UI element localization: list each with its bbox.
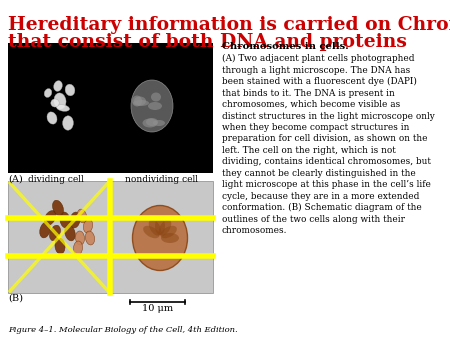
Ellipse shape (60, 212, 70, 228)
Ellipse shape (161, 226, 177, 238)
Ellipse shape (44, 89, 52, 97)
Ellipse shape (51, 99, 59, 107)
Ellipse shape (159, 219, 171, 236)
Ellipse shape (73, 241, 82, 255)
Ellipse shape (53, 200, 63, 216)
Ellipse shape (133, 100, 149, 106)
Text: 10 μm: 10 μm (142, 304, 173, 313)
Ellipse shape (44, 211, 56, 225)
Ellipse shape (155, 217, 165, 235)
Ellipse shape (55, 238, 65, 254)
Ellipse shape (54, 93, 66, 109)
Ellipse shape (134, 97, 146, 105)
Text: that consist of both DNA and proteins: that consist of both DNA and proteins (8, 33, 407, 51)
Text: (B): (B) (8, 294, 23, 303)
Ellipse shape (57, 105, 69, 111)
Ellipse shape (161, 233, 179, 243)
Ellipse shape (148, 102, 162, 110)
Text: (A): (A) (8, 175, 23, 184)
Ellipse shape (143, 226, 160, 238)
Ellipse shape (146, 118, 158, 126)
Ellipse shape (65, 84, 75, 96)
Ellipse shape (143, 119, 158, 127)
Ellipse shape (132, 206, 188, 270)
Ellipse shape (65, 225, 75, 241)
Ellipse shape (86, 231, 94, 245)
Ellipse shape (131, 80, 173, 132)
Text: nondividing cell: nondividing cell (125, 175, 198, 184)
Ellipse shape (153, 120, 165, 126)
Text: Chromosomes in cells.: Chromosomes in cells. (222, 42, 349, 51)
Bar (8, 181, 213, 293)
Ellipse shape (77, 209, 87, 223)
Text: Hereditary information is carried on Chromosomes: Hereditary information is carried on Chr… (8, 16, 450, 34)
Ellipse shape (132, 96, 142, 106)
Text: Figure 4–1. Molecular Biology of the Cell, 4th Edition.: Figure 4–1. Molecular Biology of the Cel… (8, 326, 238, 334)
Text: (A) Two adjacent plant cells photographed
through a light microscope. The DNA ha: (A) Two adjacent plant cells photographe… (222, 54, 435, 235)
Ellipse shape (76, 231, 85, 245)
Ellipse shape (40, 222, 50, 238)
Ellipse shape (70, 212, 80, 228)
Ellipse shape (63, 116, 73, 130)
Ellipse shape (151, 93, 161, 101)
Bar (8, 43, 213, 173)
Text: dividing cell: dividing cell (28, 175, 84, 184)
Ellipse shape (83, 219, 93, 233)
Ellipse shape (149, 219, 161, 236)
Ellipse shape (54, 81, 62, 91)
Ellipse shape (50, 225, 60, 241)
Ellipse shape (47, 112, 57, 124)
